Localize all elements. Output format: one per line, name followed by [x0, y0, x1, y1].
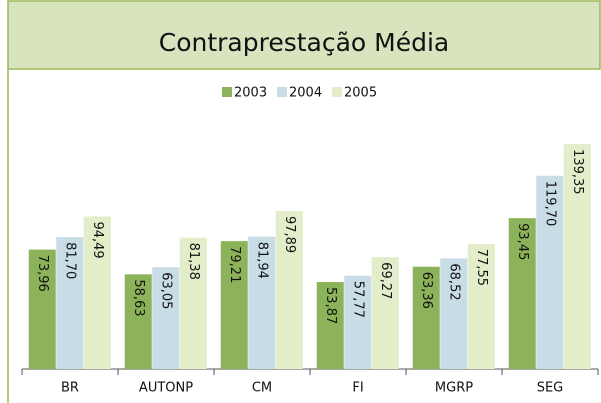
chart-title: Contraprestação Média	[159, 28, 450, 57]
bar	[248, 236, 276, 369]
x-tick-label: AUTONP	[139, 381, 193, 396]
value-label: 77,55	[474, 249, 489, 286]
value-label: 139,35	[570, 149, 585, 195]
bar	[344, 275, 372, 369]
value-label: 53,87	[323, 287, 338, 324]
x-tick-label: SEG	[537, 381, 564, 396]
x-tick-label: FI	[352, 381, 363, 396]
value-label: 68,52	[447, 263, 462, 300]
bar	[412, 266, 440, 369]
x-tick-label: MGRP	[435, 381, 473, 396]
legend-label: 2003	[234, 86, 267, 101]
bar	[316, 282, 344, 369]
bar	[536, 175, 564, 369]
bar	[508, 218, 536, 369]
legend-label: 2005	[344, 86, 377, 101]
bar	[440, 258, 468, 369]
bar	[28, 249, 56, 369]
value-label: 69,27	[378, 262, 393, 299]
value-label: 94,49	[90, 221, 105, 258]
value-label: 57,77	[351, 281, 366, 318]
bar	[56, 237, 84, 369]
title-band	[7, 0, 601, 70]
x-tick-label: BR	[61, 381, 79, 396]
value-label: 93,45	[515, 223, 530, 260]
value-label: 79,21	[227, 246, 242, 283]
bar	[124, 274, 152, 369]
legend-swatch	[222, 87, 232, 97]
legend-label: 2004	[289, 86, 322, 101]
bar	[179, 237, 207, 369]
bar	[152, 267, 180, 369]
bar	[83, 216, 111, 369]
value-label: 81,38	[186, 243, 201, 280]
legend-swatch	[277, 87, 287, 97]
value-label: 73,96	[35, 255, 50, 292]
bar	[220, 241, 248, 369]
value-label: 119,70	[543, 181, 558, 227]
bar	[371, 257, 399, 369]
value-label: 63,36	[419, 272, 434, 309]
bar	[467, 243, 495, 369]
x-tick-label: CM	[252, 381, 272, 396]
value-label: 58,63	[131, 279, 146, 316]
value-label: 63,05	[159, 272, 174, 309]
value-label: 81,70	[63, 242, 78, 279]
value-label: 81,94	[255, 242, 270, 279]
bar	[563, 144, 591, 369]
legend-swatch	[332, 87, 342, 97]
bar	[275, 210, 303, 369]
value-label: 97,89	[282, 216, 297, 253]
